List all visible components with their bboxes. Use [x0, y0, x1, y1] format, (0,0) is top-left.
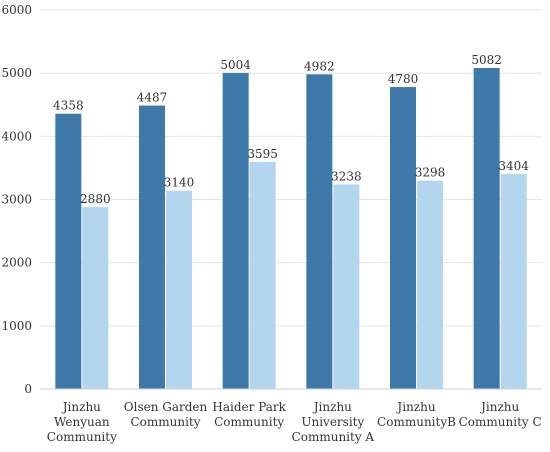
data-label: 2880 — [80, 192, 111, 206]
x-category-label-line: CommunityB — [377, 415, 456, 429]
data-label: 3238 — [331, 169, 362, 183]
x-category-label-line: Community — [47, 430, 117, 444]
gridlines — [40, 9, 542, 327]
x-category-label-line: Jinzhu — [61, 400, 101, 414]
bar-series-2 — [333, 184, 360, 389]
bars — [55, 67, 527, 390]
y-tick-label: 5000 — [1, 66, 32, 80]
data-label: 5004 — [220, 58, 251, 72]
x-category-label-line: Olsen Garden — [124, 400, 208, 414]
bar-series-1 — [306, 74, 333, 390]
x-category-label: Jinzhu Community C — [459, 400, 542, 429]
bar-series-1 — [222, 72, 249, 389]
x-category-label-line: Community — [214, 415, 284, 429]
data-label: 3140 — [164, 176, 195, 190]
y-tick-label: 4000 — [1, 129, 32, 143]
x-category-label-line: Community — [130, 415, 200, 429]
x-category-label-line: Wenyuan — [54, 415, 110, 429]
x-category-label-line: Haider Park — [212, 400, 286, 414]
data-label: 4487 — [137, 91, 168, 105]
y-tick-label: 6000 — [1, 3, 32, 17]
data-labels: 4358 2880 4487 3140 5004 3595 4982 3238 4780 3298… — [53, 53, 529, 206]
data-label: 4780 — [388, 72, 419, 86]
x-category-label: Jinzhu Wenyuan Community — [47, 400, 117, 444]
y-tick-label: 1000 — [1, 319, 32, 333]
y-axis-ticks: 0 1000 2000 3000 4000 5000 6000 — [1, 3, 32, 396]
x-category-label: Haider Park Community — [212, 400, 286, 429]
y-tick-label: 0 — [24, 382, 32, 396]
x-category-label: Olsen Garden Community — [124, 400, 208, 429]
bar-series-1 — [390, 87, 416, 390]
x-category-label-line: Community A — [292, 430, 375, 444]
y-tick-label: 2000 — [1, 256, 32, 270]
data-label: 3298 — [415, 166, 446, 180]
x-category-label-line: Jinzhu — [395, 400, 435, 414]
bar-series-2 — [82, 207, 109, 389]
bar-series-2 — [417, 180, 443, 389]
data-label: 3404 — [498, 159, 529, 173]
data-label: 4982 — [304, 59, 335, 73]
x-category-label-line: University — [301, 415, 364, 429]
data-label: 3595 — [247, 147, 278, 161]
data-label: 5082 — [471, 53, 502, 67]
data-label: 4358 — [53, 99, 84, 113]
x-category-label-line: Community C — [459, 415, 542, 429]
bar-series-1 — [139, 105, 165, 389]
x-category-label: Jinzhu University Community A — [292, 400, 375, 444]
bar-series-2 — [166, 190, 192, 389]
x-category-label-line: Jinzhu — [479, 400, 519, 414]
bar-series-1 — [473, 67, 500, 389]
bar-series-1 — [55, 113, 82, 389]
x-category-label: Jinzhu CommunityB — [377, 400, 456, 429]
x-category-label-line: Jinzhu — [312, 400, 352, 414]
bar-series-2 — [249, 161, 276, 389]
bar-series-2 — [500, 173, 527, 389]
y-tick-label: 3000 — [1, 193, 32, 207]
